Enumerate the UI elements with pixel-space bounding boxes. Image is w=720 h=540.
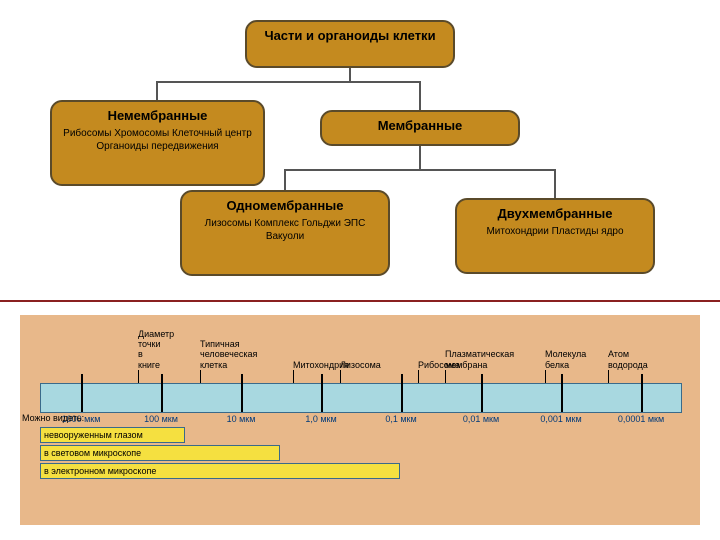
node-nemembrane: Немембранные Рибосомы Хромосомы Клеточный… [50, 100, 265, 186]
tree-diagram: Части и органоиды клетки Немембранные Риб… [20, 10, 700, 310]
scale-item-connector [545, 370, 546, 383]
scale-tick-label: 10 мкм [211, 414, 271, 424]
scale-tick [81, 374, 83, 412]
scale-tick [161, 374, 163, 412]
node-c1-title: Немембранные [60, 108, 255, 124]
scale-tick-label: 100 мкм [131, 414, 191, 424]
scale-tick-label: 1,0 мкм [291, 414, 351, 424]
visibility-segment: невооруженным глазом [40, 427, 185, 443]
node-c1-sub: Рибосомы Хромосомы Клеточный центр Орган… [60, 127, 255, 153]
node-g2-title: Двухмембранные [465, 206, 645, 222]
scale-item-connector [608, 370, 609, 383]
scale-tick-label: 0,01 мкм [451, 414, 511, 424]
visibility-header: Можно видеть: [22, 413, 84, 423]
scale-item-label: Лизосома [340, 360, 381, 370]
scale-item-connector [200, 370, 201, 383]
page-root: Части и органоиды клетки Немембранные Риб… [0, 0, 720, 540]
scale-item-connector [340, 370, 341, 383]
scale-item-label: Молекула белка [545, 349, 586, 370]
separator [0, 300, 720, 304]
node-c2-title: Мембранные [330, 118, 510, 134]
scale-tick [561, 374, 563, 412]
scale-tick [481, 374, 483, 412]
node-g2-sub: Митохондрии Пластиды ядро [465, 225, 645, 238]
node-g1-sub: Лизосомы Комплекс Гольджи ЭПС Вакуоли [190, 217, 380, 243]
node-root: Части и органоиды клетки [245, 20, 455, 68]
scale-tick-label: 0,001 мкм [531, 414, 591, 424]
scale-item-connector [138, 370, 139, 383]
visibility-segment: в электронном микроскопе [40, 463, 400, 479]
scale-item-label: Атом водорода [608, 349, 648, 370]
node-root-title: Части и органоиды клетки [255, 28, 445, 44]
scale-tick [641, 374, 643, 412]
scale-item-connector [445, 370, 446, 383]
scale-tick-label: 0,1 мкм [371, 414, 431, 424]
node-single-membrane: Одномембранные Лизосомы Комплекс Гольджи … [180, 190, 390, 276]
scale-diagram: Диаметр точки в книге Типичная человеческ… [20, 315, 700, 525]
scale-tick [401, 374, 403, 412]
scale-item-label: Диаметр точки в книге [138, 329, 174, 370]
scale-item-connector [418, 370, 419, 383]
node-g1-title: Одномембранные [190, 198, 380, 214]
scale-item-connector [293, 370, 294, 383]
node-membrane: Мембранные [320, 110, 520, 146]
scale-item-label: Плазматическая мембрана [445, 349, 514, 370]
scale-tick [241, 374, 243, 412]
scale-tick [321, 374, 323, 412]
scale-item-label: Типичная человеческая клетка [200, 339, 257, 370]
scale-bar: 1000 мкм100 мкм10 мкм1,0 мкм0,1 мкм0,01 … [40, 383, 682, 413]
scale-item-labels: Диаметр точки в книге Типичная человеческ… [20, 315, 700, 370]
node-double-membrane: Двухмембранные Митохондрии Пластиды ядро [455, 198, 655, 274]
visibility-segment: в световом микроскопе [40, 445, 280, 461]
scale-tick-label: 0,0001 мкм [611, 414, 671, 424]
